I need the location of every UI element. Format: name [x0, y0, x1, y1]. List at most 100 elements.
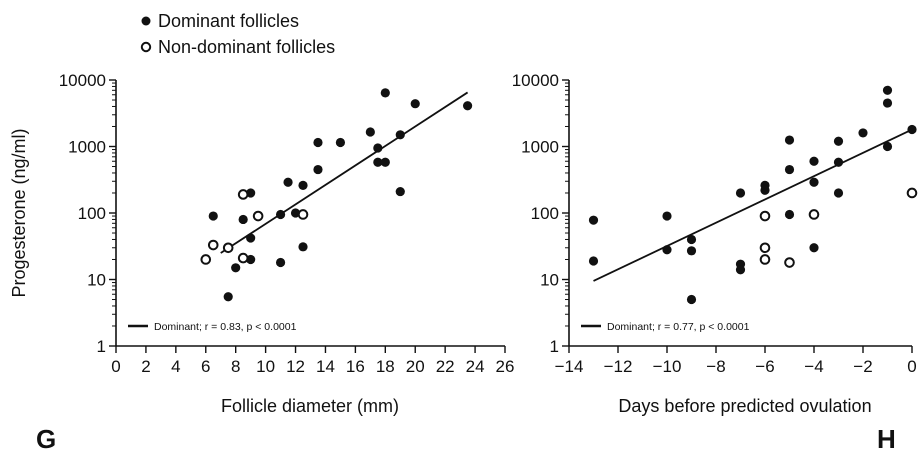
panel-g-dominant-point — [275, 257, 286, 268]
panel-h-dominant-point — [784, 209, 795, 220]
panel-g-dominant-point — [313, 137, 323, 148]
panel-h-nondominant-point — [759, 254, 771, 265]
panel-h-x-tick-label: −8 — [706, 357, 725, 376]
panel-g-fit-legend-label: Dominant; r = 0.83, p < 0.0001 — [154, 321, 297, 333]
panel-g-y-tick-label: 1 — [97, 337, 106, 356]
panel-g-nondominant-point — [237, 189, 249, 200]
panel-h-dominant-point — [907, 124, 917, 135]
panel-h-dominant-point — [858, 128, 868, 138]
panel-g-x-tick-label: 0 — [111, 357, 120, 376]
panel-g-dominant-point — [313, 164, 323, 175]
panel-g-letter: G — [36, 424, 56, 454]
panel-g-dominant-point — [380, 157, 390, 167]
panel-h-dominant-point — [809, 156, 819, 166]
panel-h-y-tick-label: 100 — [531, 204, 559, 223]
panel-g-dominant-point — [335, 137, 346, 148]
panel-g-x-tick-label: 14 — [316, 357, 335, 376]
panel-g-y-tick-label: 10 — [87, 271, 106, 290]
panel-g-x-tick-label: 24 — [466, 357, 485, 376]
panel-h-plot: 1 10 100 1000 10000 −14 −12 −10 −8 −6 −4 −2 0 Dominan… — [512, 71, 918, 376]
panel-h-dominant-point — [809, 243, 819, 253]
panel-h-x-tick-label: −10 — [653, 357, 682, 376]
panel-g-x-tick-label: 8 — [231, 357, 240, 376]
panel-h-y-tick-label: 10000 — [512, 71, 559, 90]
panel-g-fit-line — [220, 91, 469, 254]
legend-dominant-marker — [141, 16, 151, 26]
panel-h-y-tick-label: 1000 — [521, 138, 559, 157]
panel-g-ylabel: Progesterone (ng/ml) — [9, 128, 29, 297]
legend-dominant-label: Dominant follicles — [158, 11, 299, 31]
panel-g-nondominant-point — [222, 242, 234, 254]
panel-g-dominant-point — [410, 99, 420, 109]
panel-h-x-tick-label: −12 — [604, 357, 633, 376]
panel-g-dominant-point — [208, 211, 218, 221]
panel-h-dominant-point — [784, 164, 795, 175]
panel-h-dominant-point — [833, 136, 844, 146]
panel-g-xlabel: Follicle diameter (mm) — [221, 396, 399, 416]
panel-h-dominant-point — [735, 188, 746, 198]
panel-g-dominant-point — [365, 127, 375, 137]
panel-g-dominant-point — [298, 180, 308, 191]
panel-g-nondominant-point — [237, 252, 249, 264]
panel-g-dominant-point — [283, 177, 293, 187]
panel-h-dominant-point — [686, 246, 697, 256]
panel-h-x-tick-label: 0 — [907, 357, 916, 376]
panel-g-x-tick-label: 4 — [171, 357, 180, 376]
panel-g-x-tick-label: 20 — [406, 357, 425, 376]
panel-h-nondominant-point — [759, 210, 771, 222]
panel-h-letter: H — [877, 424, 896, 454]
panel-g-nondominant-point — [207, 239, 219, 251]
panel-h-fit-line — [593, 128, 913, 282]
panel-h-dominant-point — [809, 177, 819, 187]
panel-g-dominant-point — [275, 209, 286, 220]
panel-h-xlabel: Days before predicted ovulation — [618, 396, 871, 416]
panel-g-y-tick-label: 100 — [78, 204, 106, 223]
panel-g-nondominant-point — [297, 209, 309, 220]
panel-h-dominant-point — [662, 211, 672, 221]
panel-g-dominant-point — [238, 214, 248, 225]
panel-h-dominant-point — [686, 294, 697, 305]
panel-h-x-tick-label: −2 — [853, 357, 872, 376]
panel-h-dominant-point — [784, 135, 795, 145]
panel-g-x-tick-label: 16 — [346, 357, 365, 376]
panel-h-dominant-point — [760, 185, 770, 195]
panel-h-y-tick-label: 1 — [550, 337, 559, 356]
panel-h-dominant-point — [588, 256, 599, 266]
panel-g-nondominant-point — [200, 254, 212, 265]
panel-g-x-tick-label: 12 — [286, 357, 305, 376]
panel-g-dominant-point — [462, 101, 473, 111]
panel-h-dominant-point — [833, 188, 844, 198]
panel-g-x-tick-label: 2 — [141, 357, 150, 376]
panel-h-dominant-point — [882, 98, 893, 108]
panel-h-x-tick-label: −4 — [804, 357, 823, 376]
panel-g-dominant-point — [231, 263, 241, 273]
panel-h-dominant-point — [686, 234, 697, 245]
panel-h-dominant-point — [882, 141, 893, 152]
panel-h-nondominant-point — [906, 187, 918, 199]
panel-h-dominant-point — [735, 265, 746, 275]
panel-g-y-tick-label: 1000 — [68, 138, 106, 157]
panel-g-dominant-point — [246, 233, 256, 243]
panel-g-dominant-point — [373, 157, 383, 167]
panel-g-nondominant-point — [252, 210, 264, 222]
panel-h: 1 10 100 1000 10000 −14 −12 −10 −8 −6 −4 −2 0 Dominan… — [512, 71, 918, 454]
panel-g-dominant-point — [373, 143, 383, 153]
panel-h-dominant-point — [662, 245, 672, 255]
panel-g-x-tick-label: 22 — [436, 357, 455, 376]
panel-h-nondominant-point — [759, 242, 771, 254]
panel-g-x-tick-label: 26 — [496, 357, 515, 376]
panel-h-x-tick-label: −14 — [555, 357, 584, 376]
panel-h-nondominant-point — [808, 209, 820, 220]
legend-nondominant-marker — [140, 41, 152, 53]
panel-g-x-tick-label: 10 — [256, 357, 275, 376]
panel-h-dominant-point — [588, 215, 599, 225]
panel-h-x-tick-label: −6 — [755, 357, 774, 376]
panel-h-fit-legend-label: Dominant; r = 0.77, p < 0.0001 — [607, 321, 750, 333]
panel-g-dominant-point — [223, 292, 233, 302]
panel-g-dominant-point — [298, 242, 308, 252]
panel-h-dominant-point — [833, 157, 844, 167]
panel-h-y-tick-label: 10 — [540, 271, 559, 290]
